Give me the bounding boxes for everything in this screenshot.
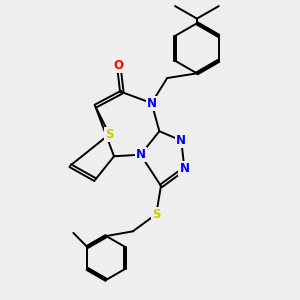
Text: S: S [105, 128, 114, 141]
Text: N: N [147, 97, 157, 110]
Text: O: O [114, 59, 124, 72]
Text: S: S [152, 208, 160, 220]
Text: N: N [136, 148, 146, 161]
Text: N: N [176, 134, 186, 147]
Text: N: N [179, 162, 189, 175]
